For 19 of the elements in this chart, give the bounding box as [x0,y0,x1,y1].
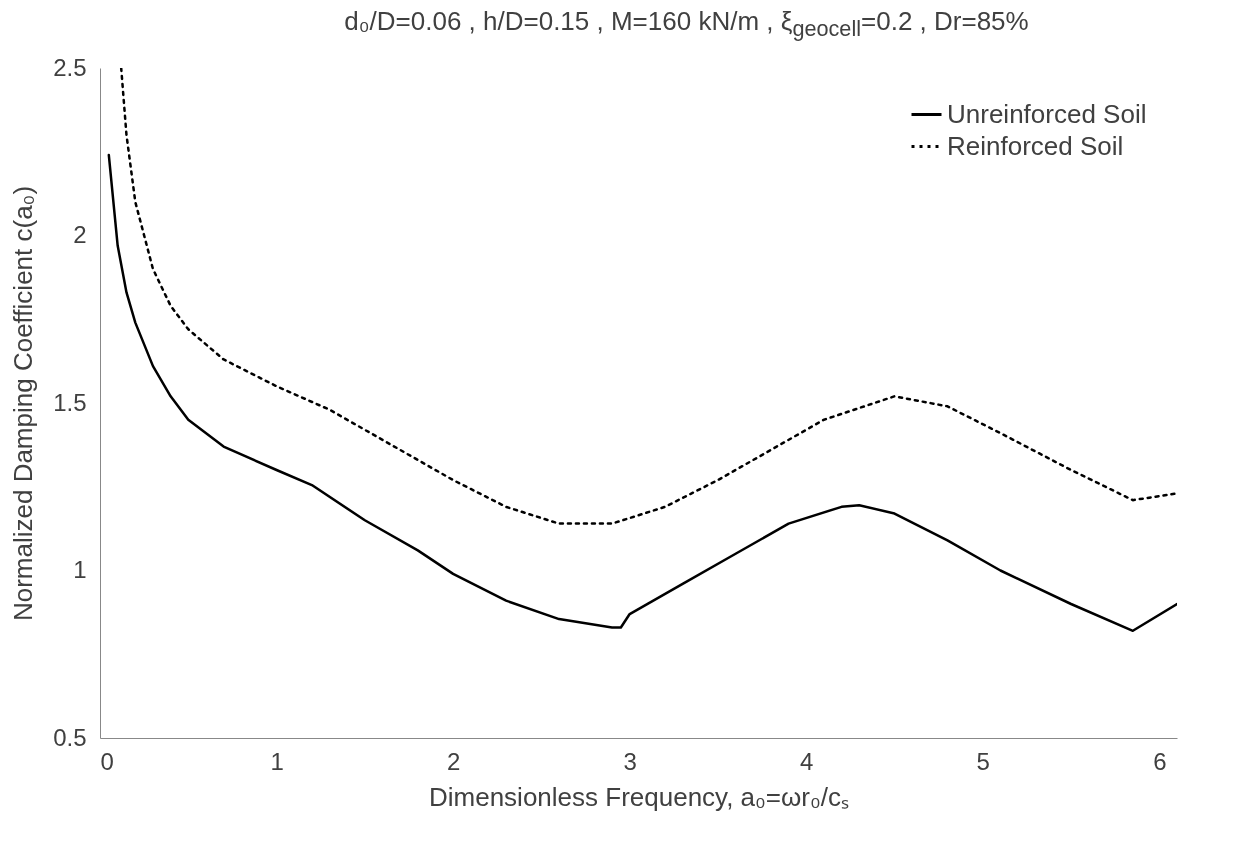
legend-label: Reinforced Soil [947,130,1124,161]
x-axis-title: Dimensionless Frequency, a₀=ωr₀/cₛ [428,781,850,812]
y-tick-label: 2.5 [53,53,87,81]
line-series [119,68,1177,525]
x-tick-label: 6 [1153,747,1167,775]
x-tick-label: 1 [270,747,284,775]
x-tick-label: 4 [800,747,814,775]
chart-title: d₀/D=0.06 , h/D=0.15 , M=160 kN/m , ξ$_{geocell}$=0.2 , Dr=85% [343,5,1030,44]
y-tick-label: 2 [73,221,87,248]
y-tick-label: 1.5 [53,388,87,416]
x-tick-label: 3 [623,747,637,775]
y-axis-title: Normalized Damping Coefficient c(a₀) [8,185,39,622]
y-tick-label: 0.5 [53,723,87,751]
legend-label: Unreinforced Soil [947,98,1147,129]
x-tick-label: 2 [446,747,461,775]
line-series [107,153,1177,633]
x-tick-label: 5 [976,747,990,775]
x-tick-label: 0 [100,747,114,775]
y-tick-label: 1 [73,556,87,583]
